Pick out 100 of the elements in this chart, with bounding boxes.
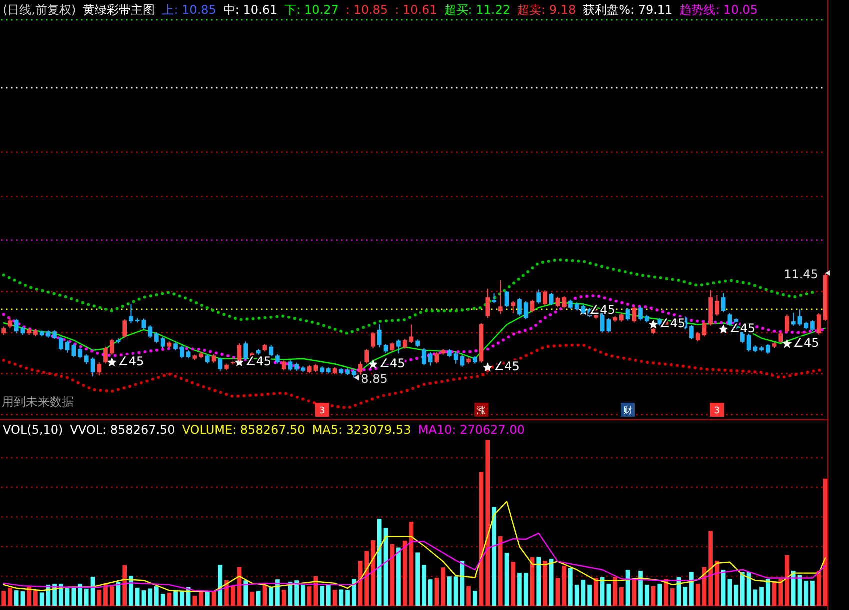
bar (167, 592, 172, 606)
candlestick (562, 296, 566, 310)
text: 下: 10.27 (284, 3, 339, 17)
candlestick (581, 304, 586, 315)
bar (135, 588, 140, 606)
candlestick (543, 290, 548, 306)
candlestick (498, 280, 503, 315)
bar (728, 579, 732, 606)
bar (568, 568, 573, 606)
text: : 10.61 (395, 3, 438, 17)
bar (192, 596, 198, 606)
bar (97, 590, 102, 606)
candlestick (396, 339, 401, 354)
bar (104, 583, 108, 606)
candlestick (180, 345, 184, 359)
bar (562, 566, 566, 606)
bar (422, 565, 426, 606)
candlestick (402, 338, 408, 350)
candlestick (205, 354, 210, 364)
bar (708, 531, 713, 606)
bar (460, 561, 465, 606)
bar (72, 588, 76, 606)
bar (314, 576, 318, 606)
candlestick (142, 318, 146, 330)
bar (791, 570, 796, 606)
text: 上: 10.85 (162, 3, 216, 17)
point (718, 324, 728, 334)
bar (8, 588, 12, 606)
bar (14, 590, 19, 606)
bar (658, 584, 662, 606)
candlestick (282, 360, 286, 372)
bar (696, 584, 700, 606)
bar (543, 561, 548, 606)
candlestick (715, 294, 720, 316)
bar (441, 568, 446, 606)
bar (588, 584, 592, 606)
bar (269, 587, 274, 606)
candlestick (78, 348, 82, 359)
bar (58, 584, 64, 606)
candlestick (746, 333, 752, 352)
bar (276, 580, 280, 606)
bar (518, 572, 522, 606)
bar (472, 591, 478, 606)
bar (244, 580, 248, 606)
bar (760, 587, 764, 606)
bar (371, 540, 376, 606)
bar (428, 580, 433, 606)
bar (402, 540, 408, 606)
bar (154, 586, 159, 606)
candlestick (816, 312, 822, 336)
chart-title: VOL(5,10) (3, 423, 64, 437)
data-label: 8.85 (361, 372, 388, 386)
bar (511, 562, 516, 606)
bar (486, 440, 490, 606)
series-label: 涨 (477, 405, 486, 416)
bar (142, 590, 146, 606)
candlestick (606, 318, 612, 334)
bar (594, 578, 598, 606)
candlestick (129, 304, 134, 324)
candlestick (377, 324, 382, 348)
candlestick (8, 318, 12, 329)
bar (174, 590, 178, 606)
bar (230, 586, 236, 606)
candlestick (371, 332, 376, 349)
bar (619, 587, 624, 606)
bar (778, 579, 784, 606)
bar (250, 592, 254, 606)
text: 超卖: 9.18 (518, 3, 576, 17)
candlestick (632, 306, 637, 324)
candlestick (14, 318, 19, 334)
candlestick (288, 360, 293, 372)
text: ∠45 (793, 336, 820, 350)
text: MA5: 323079.53 (312, 423, 412, 437)
bar (454, 576, 458, 606)
bar (256, 591, 261, 606)
point (368, 360, 378, 369)
point (107, 358, 117, 367)
text: : 10.85 (346, 3, 388, 17)
candlestick (422, 348, 426, 366)
bar (129, 576, 134, 606)
series-label: 3 (319, 406, 326, 416)
point (782, 339, 792, 348)
candlestick (148, 325, 152, 338)
bar (606, 584, 612, 606)
bar (78, 584, 82, 606)
bar (52, 584, 57, 606)
bar (549, 559, 554, 606)
bar (804, 580, 809, 606)
bar (644, 584, 650, 606)
text: VVOL: 858267.50 (70, 423, 176, 437)
candlestick (364, 348, 370, 364)
text: 3 (714, 406, 720, 416)
candlestick (390, 342, 395, 352)
candlestick (276, 354, 280, 364)
bar (110, 586, 114, 606)
candlestick (530, 299, 535, 314)
bar (734, 584, 738, 606)
bar (282, 590, 286, 606)
bar (396, 548, 401, 606)
bar (294, 580, 299, 606)
